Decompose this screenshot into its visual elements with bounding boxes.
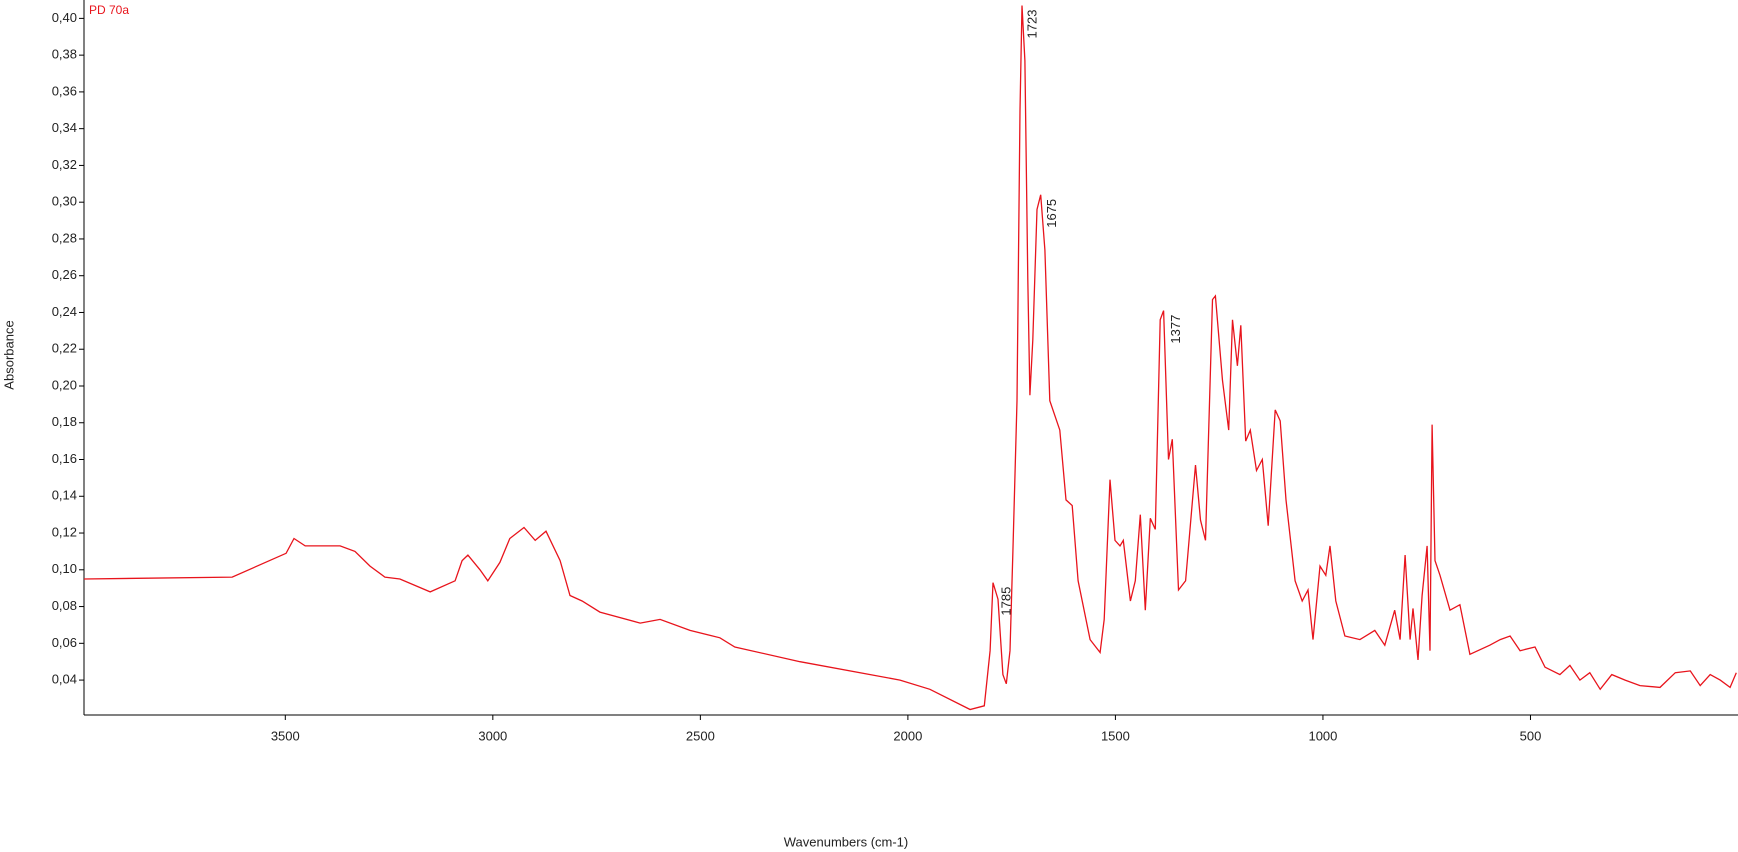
peak-annotation: 1723 <box>1024 10 1039 39</box>
x-tick-label: 2000 <box>893 728 922 743</box>
y-tick-label: 0,34 <box>52 120 77 135</box>
peak-annotation: 1377 <box>1168 315 1183 344</box>
y-axis-label: Absorbance <box>1 320 16 389</box>
y-tick-label: 0,30 <box>52 194 77 209</box>
spectrum-line <box>83 5 1737 711</box>
peak-annotation: 1675 <box>1044 199 1059 228</box>
y-tick-label: 0,32 <box>52 157 77 172</box>
y-tick-label: 0,20 <box>52 377 77 392</box>
y-tick-label: 0,12 <box>52 524 77 539</box>
y-tick-label: 0,06 <box>52 635 77 650</box>
x-tick-label: 2500 <box>686 728 715 743</box>
legend-entry: PD 70a <box>89 3 129 17</box>
x-tick-label: 1000 <box>1308 728 1337 743</box>
y-tick-label: 0,26 <box>52 267 77 282</box>
x-axis-label: Wavenumbers (cm-1) <box>784 834 908 849</box>
y-tick-label: 0,14 <box>52 488 77 503</box>
y-tick-label: 0,08 <box>52 598 77 613</box>
peak-annotation: 1785 <box>999 587 1014 616</box>
y-tick-label: 0,16 <box>52 451 77 466</box>
y-tick-label: 0,40 <box>52 10 77 25</box>
y-tick-label: 0,28 <box>52 230 77 245</box>
y-tick-label: 0,18 <box>52 414 77 429</box>
x-tick-label: 1500 <box>1101 728 1130 743</box>
x-tick-label: 3000 <box>478 728 507 743</box>
y-tick-label: 0,04 <box>52 672 77 687</box>
y-tick-label: 0,22 <box>52 341 77 356</box>
x-tick-label: 3500 <box>271 728 300 743</box>
y-tick-label: 0,38 <box>52 47 77 62</box>
x-tick-label: 500 <box>1520 728 1542 743</box>
y-tick-label: 0,36 <box>52 83 77 98</box>
y-tick-label: 0,24 <box>52 304 77 319</box>
y-tick-label: 0,10 <box>52 561 77 576</box>
